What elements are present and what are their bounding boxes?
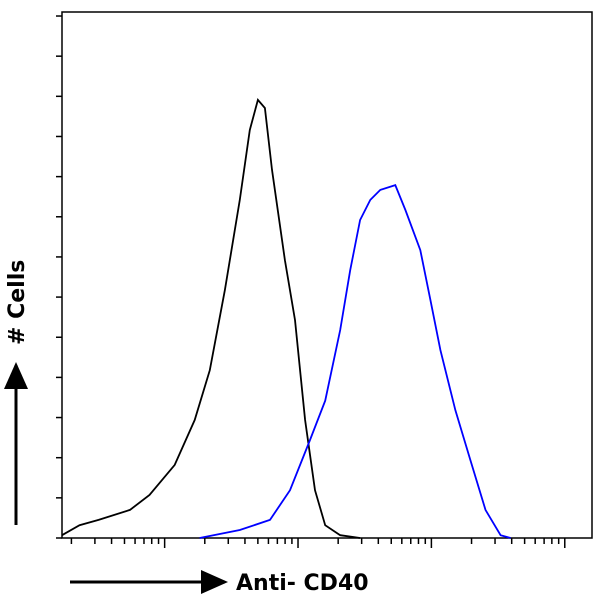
x-axis-label: Anti- CD40 [236, 571, 369, 596]
plot-frame [61, 11, 593, 539]
y-axis-label: # Cells [5, 260, 30, 345]
histogram-curve [61, 98, 361, 539]
histogram-curve [199, 183, 511, 539]
